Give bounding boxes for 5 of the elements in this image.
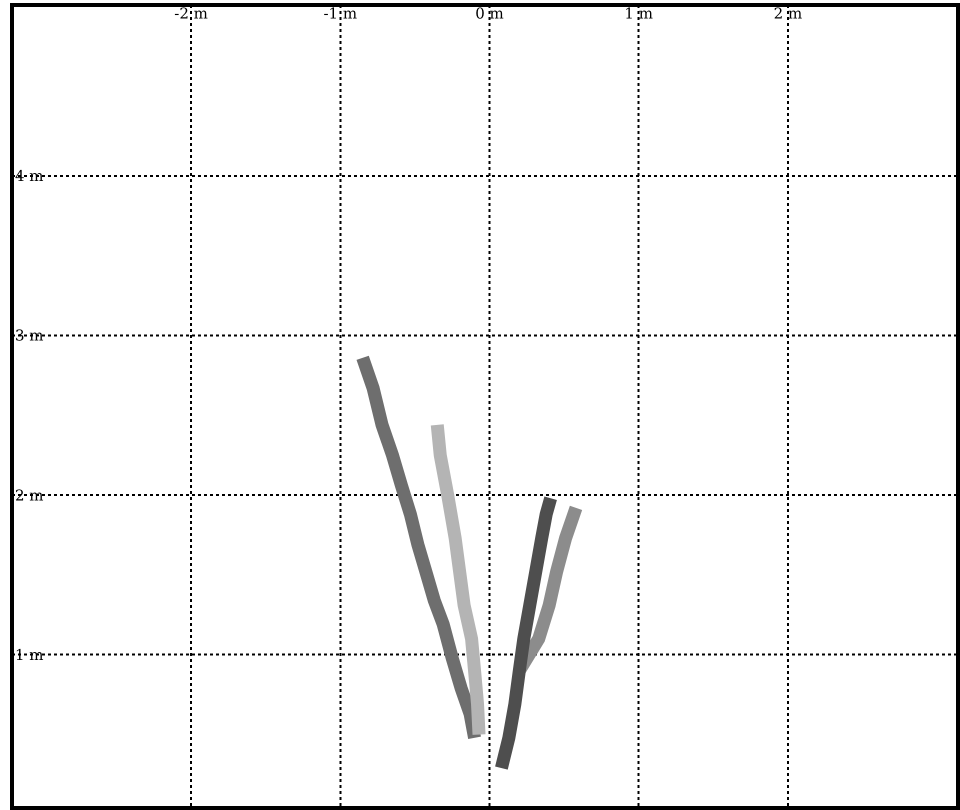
x-tick-label: -1 m: [323, 4, 358, 22]
x-tick-label: 1 m: [624, 4, 653, 22]
x-tick-label: 2 m: [774, 4, 802, 22]
x-tick-label: 0 m: [475, 4, 504, 22]
x-tick-label: -2 m: [174, 4, 208, 22]
